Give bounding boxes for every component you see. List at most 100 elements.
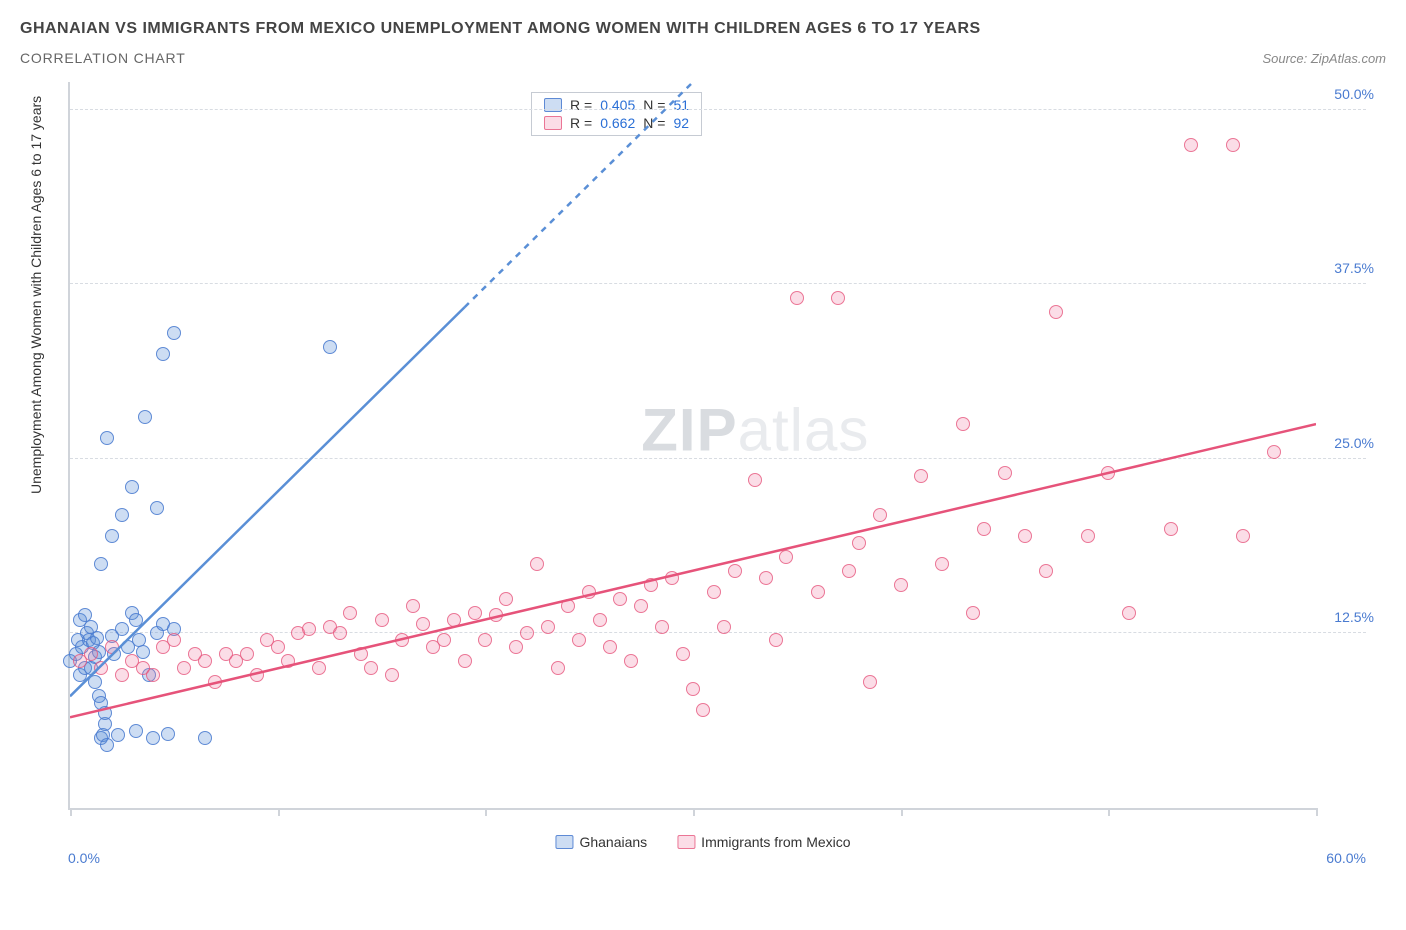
data-point — [150, 501, 164, 515]
watermark-zip: ZIP — [641, 397, 737, 464]
data-point — [707, 585, 721, 599]
data-point — [894, 578, 908, 592]
source-label: Source: ZipAtlas.com — [1262, 51, 1386, 66]
data-point — [998, 466, 1012, 480]
stats-n-label-b: N = — [643, 115, 665, 131]
data-point — [1267, 445, 1281, 459]
data-point — [129, 613, 143, 627]
legend-swatch-b — [677, 835, 695, 849]
data-point — [863, 675, 877, 689]
data-point — [198, 654, 212, 668]
data-point — [1122, 606, 1136, 620]
data-point — [914, 469, 928, 483]
data-point — [769, 633, 783, 647]
data-point — [161, 727, 175, 741]
chart-title: GHANAIAN VS IMMIGRANTS FROM MEXICO UNEMP… — [20, 20, 1386, 38]
data-point — [831, 291, 845, 305]
y-axis-label: Unemployment Among Women with Children A… — [28, 96, 44, 494]
data-point — [84, 647, 98, 661]
data-point — [323, 340, 337, 354]
data-point — [676, 647, 690, 661]
data-point — [406, 599, 420, 613]
data-point — [530, 557, 544, 571]
data-point — [312, 661, 326, 675]
data-point — [375, 613, 389, 627]
stats-swatch-b — [544, 116, 562, 130]
data-point — [343, 606, 357, 620]
data-point — [1018, 529, 1032, 543]
legend-swatch-a — [555, 835, 573, 849]
data-point — [447, 613, 461, 627]
data-point — [78, 608, 92, 622]
data-point — [561, 599, 575, 613]
data-point — [655, 620, 669, 634]
data-point — [111, 728, 125, 742]
data-point — [146, 668, 160, 682]
stats-n-value-b: 92 — [673, 115, 689, 131]
data-point — [364, 661, 378, 675]
data-point — [115, 508, 129, 522]
x-min-label: 0.0% — [68, 850, 100, 866]
y-tick-label: 25.0% — [1334, 435, 1374, 451]
data-point — [138, 410, 152, 424]
data-point — [644, 578, 658, 592]
legend-item-a: Ghanaians — [555, 834, 647, 850]
x-tick — [901, 808, 903, 816]
x-max-label: 60.0% — [1326, 850, 1366, 866]
trend-lines — [70, 82, 1316, 808]
data-point — [541, 620, 555, 634]
data-point — [728, 564, 742, 578]
data-point — [1164, 522, 1178, 536]
data-point — [167, 326, 181, 340]
chart-subtitle: CORRELATION CHART — [20, 50, 186, 66]
x-tick — [1108, 808, 1110, 816]
data-point — [1101, 466, 1115, 480]
y-tick-label: 37.5% — [1334, 260, 1374, 276]
subtitle-row: CORRELATION CHART Source: ZipAtlas.com — [20, 50, 1386, 66]
grid-line — [70, 283, 1366, 284]
legend-item-b: Immigrants from Mexico — [677, 834, 850, 850]
data-point — [281, 654, 295, 668]
data-point — [100, 431, 114, 445]
grid-line — [70, 109, 1366, 110]
data-point — [167, 633, 181, 647]
data-point — [624, 654, 638, 668]
data-point — [1081, 529, 1095, 543]
data-point — [437, 633, 451, 647]
x-tick — [693, 808, 695, 816]
plot-area: ZIPatlas R = 0.405 N = 51 R = 0.662 N = … — [68, 82, 1316, 810]
data-point — [665, 571, 679, 585]
data-point — [634, 599, 648, 613]
data-point — [509, 640, 523, 654]
data-point — [198, 731, 212, 745]
data-point — [613, 592, 627, 606]
watermark-atlas: atlas — [738, 397, 870, 464]
data-point — [779, 550, 793, 564]
data-point — [852, 536, 866, 550]
data-point — [98, 706, 112, 720]
data-point — [696, 703, 710, 717]
data-point — [416, 617, 430, 631]
data-point — [489, 608, 503, 622]
data-point — [177, 661, 191, 675]
data-point — [1039, 564, 1053, 578]
data-point — [873, 508, 887, 522]
data-point — [748, 473, 762, 487]
data-point — [1184, 138, 1198, 152]
y-tick-label: 50.0% — [1334, 86, 1374, 102]
data-point — [395, 633, 409, 647]
watermark: ZIPatlas — [641, 396, 869, 465]
data-point — [105, 640, 119, 654]
legend-label-b: Immigrants from Mexico — [701, 834, 850, 850]
data-point — [385, 668, 399, 682]
data-point — [105, 529, 119, 543]
data-point — [790, 291, 804, 305]
data-point — [115, 668, 129, 682]
chart-wrap: Unemployment Among Women with Children A… — [20, 74, 1386, 854]
data-point — [717, 620, 731, 634]
data-point — [333, 626, 347, 640]
data-point — [759, 571, 773, 585]
grid-line — [70, 458, 1366, 459]
data-point — [686, 682, 700, 696]
data-point — [240, 647, 254, 661]
